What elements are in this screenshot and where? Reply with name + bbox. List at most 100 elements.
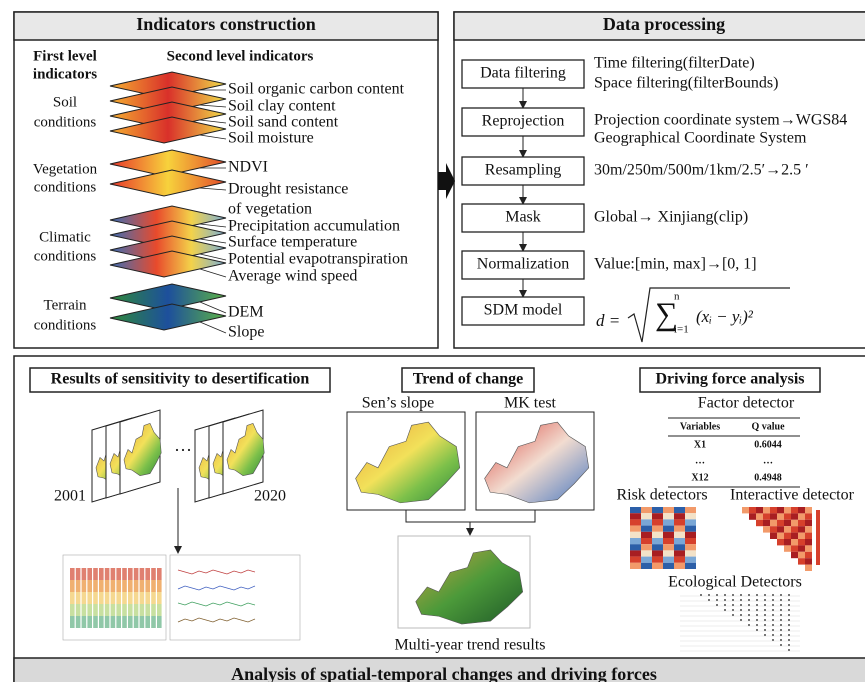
heat-cell	[641, 550, 652, 556]
formula: n	[674, 291, 680, 303]
cell-dot	[724, 594, 726, 596]
heat-cell	[685, 513, 696, 519]
bar-segment	[105, 568, 110, 580]
bar-segment	[122, 580, 127, 592]
bar-segment	[151, 604, 156, 616]
heat-cell	[641, 532, 652, 538]
panel-title: Data processing	[603, 14, 725, 34]
heat-cell	[777, 533, 784, 539]
heat-cell	[798, 545, 805, 551]
bar-segment	[140, 580, 145, 592]
bar-segment	[151, 592, 156, 604]
second-level-label: Potential evapotranspiration	[228, 251, 408, 268]
heat-cell	[685, 538, 696, 544]
heat-cell	[805, 533, 812, 539]
bar-segment	[151, 616, 156, 628]
cell-dot	[764, 599, 766, 601]
heat-cell	[777, 520, 784, 526]
bar-segment	[111, 616, 116, 628]
heat-cell	[805, 539, 812, 545]
cell-dot	[724, 599, 726, 601]
bar-segment	[111, 568, 116, 580]
heat-cell	[641, 519, 652, 525]
caption: Ecological Detectors	[668, 574, 802, 591]
cell-dot	[732, 609, 734, 611]
year: 2001	[54, 488, 86, 505]
cell-dot	[732, 614, 734, 616]
heat-cell	[663, 526, 674, 532]
cell-dot	[756, 599, 758, 601]
bar-segment	[70, 580, 75, 592]
heat-cell	[763, 526, 770, 532]
table-header: Variables	[680, 421, 720, 432]
first-level-label: Terrain	[43, 297, 87, 313]
table-cell: …	[763, 455, 773, 466]
step-label: Normalization	[477, 256, 569, 273]
heat-cell	[756, 520, 763, 526]
formula: (xᵢ − yᵢ)²	[696, 307, 754, 326]
cell-dot	[708, 599, 710, 601]
heat-cell	[784, 520, 791, 526]
heat-cell	[630, 526, 641, 532]
ellipsis: ···	[174, 440, 192, 460]
cell-dot	[716, 604, 718, 606]
cell-dot	[724, 604, 726, 606]
heat-cell	[749, 507, 756, 513]
caption: Multi-year trend results	[394, 637, 545, 654]
heat-cell	[742, 507, 749, 513]
cell-dot	[756, 624, 758, 626]
cell-dot	[788, 594, 790, 596]
heat-cell	[641, 526, 652, 532]
bar-segment	[116, 604, 121, 616]
bar-segment	[116, 592, 121, 604]
heat-cell	[674, 526, 685, 532]
section-title: Trend of change	[413, 371, 524, 388]
bar-segment	[145, 580, 150, 592]
cell-dot	[780, 619, 782, 621]
cell-dot	[780, 604, 782, 606]
bar-segment	[99, 568, 104, 580]
cell-dot	[788, 649, 790, 651]
cell-dot	[772, 614, 774, 616]
map-label: Sen’s slope	[362, 395, 434, 412]
bar-segment	[128, 616, 133, 628]
bar-segment	[122, 616, 127, 628]
header: First level	[33, 48, 97, 64]
heat-cell	[685, 544, 696, 550]
heat-cell	[805, 565, 812, 571]
cell-dot	[732, 594, 734, 596]
cell-dot	[748, 619, 750, 621]
page: {"indicators":{"title":"Indicators const…	[0, 0, 865, 682]
heat-cell	[652, 563, 663, 569]
legend-bar	[816, 510, 820, 565]
heat-cell	[674, 513, 685, 519]
heat-cell	[674, 563, 685, 569]
heat-cell	[798, 558, 805, 564]
bar-segment	[87, 604, 92, 616]
heat-cell	[652, 544, 663, 550]
cell-dot	[772, 599, 774, 601]
first-level-label: conditions	[34, 179, 97, 195]
first-level-label: conditions	[34, 317, 97, 333]
bar-segment	[82, 616, 87, 628]
heat-cell	[770, 533, 777, 539]
step-detail: Time filtering(filterDate)	[594, 55, 755, 72]
first-level-label: Vegetation	[33, 161, 98, 177]
cell-dot	[748, 604, 750, 606]
heat-cell	[674, 538, 685, 544]
heat-cell	[798, 513, 805, 519]
second-level-label: Soil moisture	[228, 130, 314, 147]
heat-cell	[784, 513, 791, 519]
cell-dot	[772, 594, 774, 596]
section-title: Results of sensitivity to desertificatio…	[51, 371, 310, 388]
step-detail: Geographical Coordinate System	[594, 130, 807, 147]
heat-cell	[805, 513, 812, 519]
heat-cell	[630, 544, 641, 550]
heat-cell	[749, 513, 756, 519]
cell-dot	[772, 634, 774, 636]
bar-segment	[105, 604, 110, 616]
heat-cell	[770, 526, 777, 532]
cell-dot	[740, 594, 742, 596]
heat-cell	[674, 532, 685, 538]
first-level-label: Soil	[53, 94, 77, 110]
